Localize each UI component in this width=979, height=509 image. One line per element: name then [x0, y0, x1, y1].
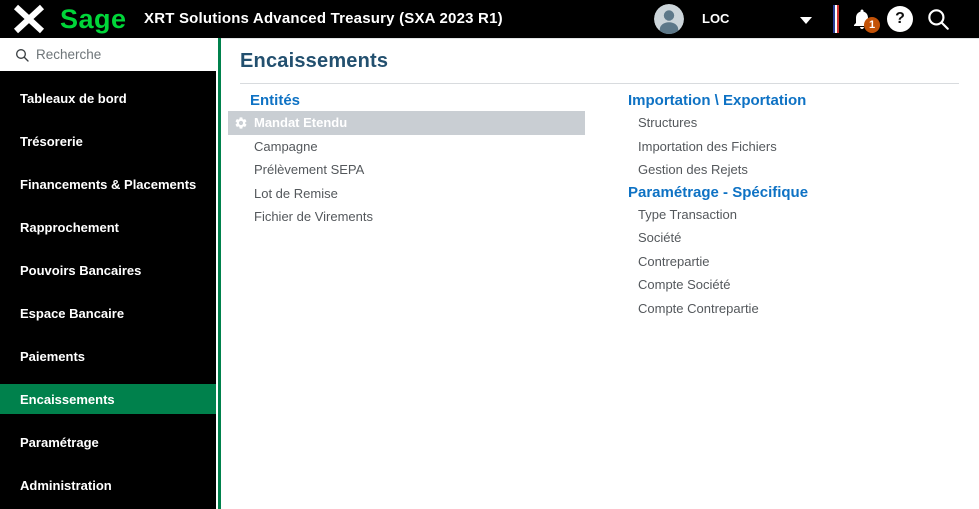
sidebar-item-label: Paramétrage: [20, 434, 99, 450]
sage-logo: Sage: [60, 4, 127, 34]
sidebar-item-label: Trésorerie: [20, 133, 83, 149]
sidebar-item-label: Tableaux de bord: [20, 90, 127, 106]
menu-item-label: Type Transaction: [638, 206, 737, 222]
menu-item-lot-de-remise[interactable]: Lot de Remise: [228, 182, 585, 206]
sidebar-item-label: Pouvoirs Bancaires: [20, 262, 142, 278]
menu-item-contrepartie[interactable]: Contrepartie: [628, 250, 958, 274]
sidebar-item-rapprochement[interactable]: Rapprochement: [0, 212, 216, 242]
main-content: Encaissements Entités Mandat Etendu Campag…: [221, 38, 979, 509]
search-icon[interactable]: [925, 6, 951, 37]
user-menu-label[interactable]: LOC: [702, 11, 730, 26]
menu-item-mandat-etendu[interactable]: Mandat Etendu: [228, 111, 585, 135]
sidebar-item-label: Rapprochement: [20, 219, 119, 235]
sidebar-item-financements-placements[interactable]: Financements & Placements: [0, 169, 216, 199]
sidebar-item-label: Administration: [20, 477, 112, 493]
menu-columns: Entités Mandat Etendu Campagne Prélèvement …: [221, 90, 979, 320]
notification-badge: 1: [864, 17, 880, 33]
title-divider: [240, 83, 959, 84]
menu-item-type-transaction[interactable]: Type Transaction: [628, 203, 958, 227]
menu-item-gestion-des-rejets[interactable]: Gestion des Rejets: [628, 158, 958, 182]
sidebar-item-label: Espace Bancaire: [20, 305, 125, 321]
menu-item-label: Lot de Remise: [254, 185, 338, 201]
sidebar-item-administration[interactable]: Administration: [0, 470, 216, 500]
menu-item-compte-societe[interactable]: Compte Société: [628, 273, 958, 297]
search-input[interactable]: [36, 47, 196, 62]
top-bar: Sage XRT Solutions Advanced Treasury (SX…: [0, 0, 979, 38]
sidebar-item-tableaux-de-bord[interactable]: Tableaux de bord: [0, 83, 216, 113]
gear-icon: [234, 116, 248, 130]
menu-item-label: Campagne: [254, 138, 318, 154]
menu-column-1: Entités Mandat Etendu Campagne Prélèvement …: [228, 90, 585, 320]
sidebar-item-label: Financements & Placements: [20, 176, 197, 192]
menu-item-campagne[interactable]: Campagne: [228, 135, 585, 159]
menu-item-prelevement-sepa[interactable]: Prélèvement SEPA: [228, 158, 585, 182]
avatar[interactable]: [654, 4, 684, 34]
menu-item-label: Fichier de Virements: [254, 209, 373, 225]
menu-column-2: Importation \ Exportation Structures Impor…: [628, 90, 958, 320]
sidebar-item-tresorerie[interactable]: Trésorerie: [0, 126, 216, 156]
menu-item-fichier-de-virements[interactable]: Fichier de Virements: [228, 205, 585, 229]
menu-close-icon[interactable]: [11, 4, 47, 39]
sidebar-item-label: Paiements: [20, 348, 86, 364]
sidebar-item-encaissements[interactable]: Encaissements: [0, 384, 216, 414]
sidebar-item-paiements[interactable]: Paiements: [0, 341, 216, 371]
menu-item-importation-des-fichiers[interactable]: Importation des Fichiers: [628, 135, 958, 159]
menu-item-societe[interactable]: Société: [628, 226, 958, 250]
sidebar-nav: Tableaux de bord Trésorerie Financements &…: [0, 71, 216, 500]
menu-item-label: Compte Contrepartie: [638, 300, 759, 316]
section-title-entites: Entités: [250, 92, 301, 109]
section-title-parametrage-specifique: Paramétrage - Spécifique: [628, 183, 809, 201]
menu-item-compte-contrepartie[interactable]: Compte Contrepartie: [628, 297, 958, 321]
menu-item-label: Prélèvement SEPA: [254, 162, 365, 178]
page-title: Encaissements: [240, 50, 389, 72]
search-icon: [16, 48, 29, 62]
menu-item-label: Importation des Fichiers: [638, 138, 777, 154]
menu-item-structures[interactable]: Structures: [628, 111, 958, 135]
sidebar-accent-rule: [218, 38, 221, 509]
sidebar-item-label: Encaissements: [20, 391, 115, 407]
menu-item-label: Compte Société: [638, 277, 731, 293]
app-title: XRT Solutions Advanced Treasury (SXA 202…: [144, 10, 503, 27]
sidebar: Tableaux de bord Trésorerie Financements &…: [0, 38, 218, 509]
menu-item-label: Structures: [638, 115, 698, 131]
sidebar-item-pouvoirs-bancaires[interactable]: Pouvoirs Bancaires: [0, 255, 216, 285]
menu-item-label: Gestion des Rejets: [638, 162, 748, 178]
help-icon[interactable]: ?: [887, 6, 913, 32]
sidebar-item-parametrage[interactable]: Paramétrage: [0, 427, 216, 457]
menu-item-label: Société: [638, 230, 682, 246]
chevron-down-icon[interactable]: [800, 17, 812, 24]
sidebar-search[interactable]: [0, 38, 218, 71]
menu-item-label: Mandat Etendu: [254, 115, 348, 131]
menu-item-label: Contrepartie: [638, 253, 710, 269]
french-flag-icon: [833, 5, 839, 33]
section-title-importation-exportation: Importation \ Exportation: [628, 92, 807, 109]
sidebar-item-espace-bancaire[interactable]: Espace Bancaire: [0, 298, 216, 328]
